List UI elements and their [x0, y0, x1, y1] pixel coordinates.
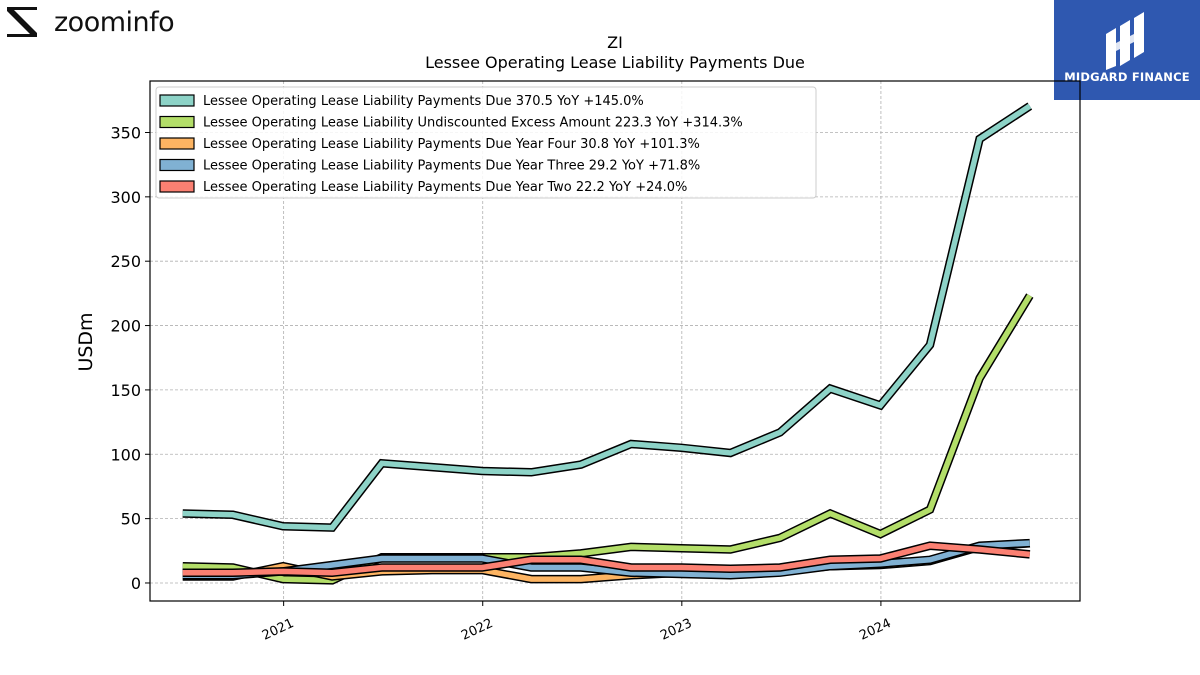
legend-entry: Lessee Operating Lease Liability Payment… [203, 159, 700, 174]
legend: Lessee Operating Lease Liability Payment… [155, 86, 817, 199]
series-line [182, 540, 1030, 579]
series-line [182, 103, 1032, 531]
y-tick-label: 150 [110, 381, 141, 400]
y-tick-label: 0 [131, 574, 141, 593]
chart-subtitle: Lessee Operating Lease Liability Payment… [425, 53, 805, 72]
legend-entry: Lessee Operating Lease Liability Payment… [203, 94, 644, 109]
x-axis: 2021 2022 2023 2024 [260, 601, 894, 644]
series-lessee-operating-lease-liability-payments-due [182, 102, 1033, 532]
y-tick-label: 200 [110, 317, 141, 336]
x-tick-label: 2023 [658, 616, 694, 644]
y-tick-label: 50 [121, 510, 141, 529]
legend-swatch [159, 180, 195, 193]
zoominfo-brand: zoominfo [4, 2, 175, 42]
y-axis: 0 50 100 150 200 250 300 350 [110, 123, 150, 593]
y-tick-label: 300 [110, 188, 141, 207]
legend-box [155, 86, 817, 199]
legend-swatch [159, 115, 195, 129]
series-lessee-operating-lease-liability-payments-due-year-three [182, 538, 1031, 580]
y-tick-label: 250 [110, 252, 141, 271]
series-outline [182, 293, 1034, 585]
series-lessee-operating-lease-liability-undiscounted-excess-amount [182, 293, 1034, 585]
legend-swatch [159, 158, 195, 172]
series-layer [182, 102, 1034, 585]
legend-entry: Lessee Operating Lease Liability Undisco… [203, 116, 743, 131]
x-tick-label: 2021 [260, 616, 296, 644]
partner-badge: MIDGARD FINANCE [1054, 0, 1200, 100]
y-axis-label: USDm [75, 312, 97, 371]
legend-swatch [159, 94, 195, 107]
brand-name: zoominfo [54, 6, 175, 38]
x-tick-label: 2022 [459, 616, 495, 644]
series-line [182, 542, 1031, 576]
y-tick-label: 350 [110, 123, 141, 142]
partner-name: MIDGARD FINANCE [1064, 70, 1190, 84]
chart-title: ZI [607, 33, 623, 52]
zoominfo-logo-icon [7, 7, 37, 37]
x-tick-label: 2024 [857, 616, 893, 644]
legend-entry: Lessee Operating Lease Liability Payment… [203, 137, 700, 152]
y-tick-label: 100 [110, 445, 141, 464]
plot-frame [149, 80, 1081, 602]
series-lessee-operating-lease-liability-payments-due-year-two [182, 541, 1031, 577]
legend-entry: Lessee Operating Lease Liability Payment… [203, 180, 687, 195]
midgard-logo-icon [1106, 12, 1144, 70]
series-line [182, 294, 1033, 584]
legend-swatch [159, 137, 195, 150]
